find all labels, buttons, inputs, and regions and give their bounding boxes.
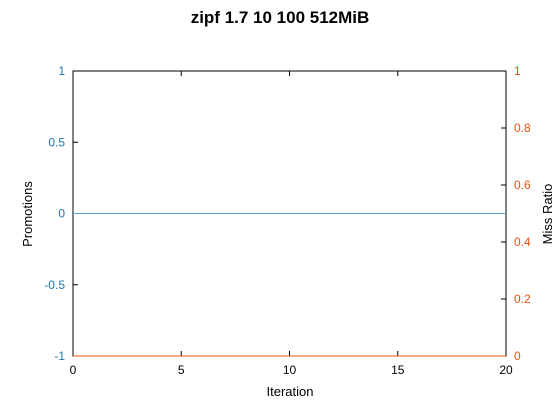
y-left-tick-label: 0 [58,207,65,221]
y-right-tick-label: 0.2 [514,292,531,306]
y-right-tick-label: 0.6 [514,178,531,192]
y-right-tick-label: 0.8 [514,121,531,135]
y-left-axis-label: Promotions [20,181,35,247]
y-right-tick-label: 0.4 [514,235,531,249]
y-right-axis-label: Miss Ratio [540,184,555,245]
series-lines [73,213,506,357]
x-tick-label: 10 [283,363,297,377]
x-axis-ticks: 0 5 10 15 20 [70,71,513,377]
y-left-tick-label: 1 [58,64,65,78]
y-left-tick-label: 0.5 [48,135,65,149]
y-right-axis-ticks: 0 0.2 0.4 0.6 0.8 1 [501,64,531,363]
chart-title: zipf 1.7 10 100 512MiB [191,8,370,27]
x-tick-label: 0 [70,363,77,377]
y-right-tick-label: 0 [514,349,521,363]
y-left-tick-label: -0.5 [44,278,65,292]
y-left-axis-ticks: -1 -0.5 0 0.5 1 [44,64,78,363]
x-axis-label: Iteration [267,384,314,399]
x-tick-label: 15 [391,363,405,377]
x-tick-label: 5 [178,363,185,377]
y-right-tick-label: 1 [514,64,521,78]
y-left-tick-label: -1 [54,349,65,363]
x-tick-label: 20 [499,363,513,377]
